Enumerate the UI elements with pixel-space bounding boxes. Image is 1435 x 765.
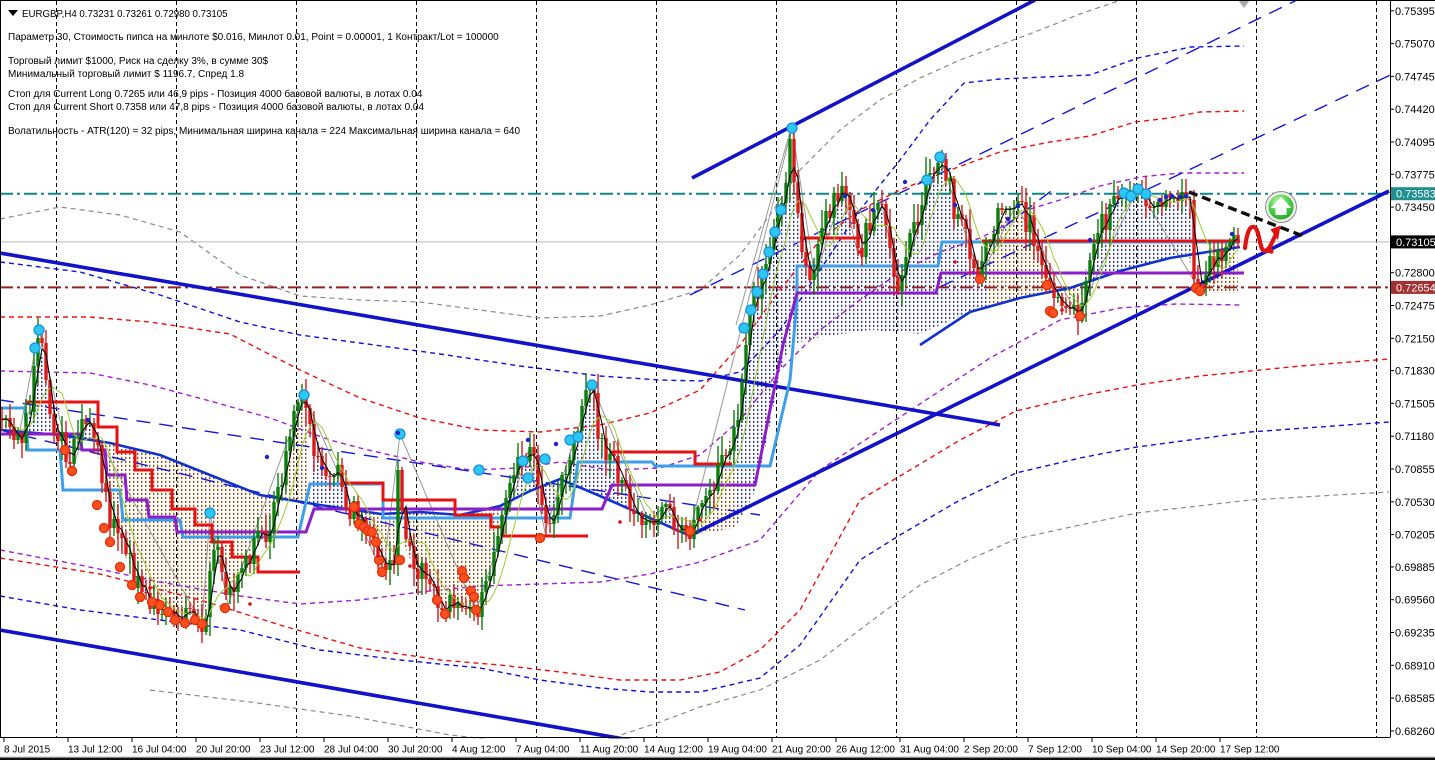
svg-text:28 Jul 04:00: 28 Jul 04:00: [324, 745, 379, 756]
svg-text:0.68910: 0.68910: [1395, 660, 1435, 672]
svg-text:Волатильность - ATR(120) = 32: Волатильность - ATR(120) = 32 pips, Мини…: [8, 126, 520, 137]
svg-text:0.73775: 0.73775: [1395, 169, 1435, 181]
svg-text:11 Aug 20:00: 11 Aug 20:00: [580, 745, 639, 756]
svg-text:0.75070: 0.75070: [1395, 39, 1435, 51]
svg-text:16 Jul 04:00: 16 Jul 04:00: [132, 745, 187, 756]
svg-text:0.71180: 0.71180: [1395, 431, 1434, 443]
svg-text:0.71505: 0.71505: [1395, 398, 1435, 410]
svg-text:EURGBP,H4 0.73231 0.73261 0.7: EURGBP,H4 0.73231 0.73261 0.72980 0.7310…: [22, 9, 228, 20]
svg-text:0.74745: 0.74745: [1395, 71, 1435, 83]
svg-text:0.68585: 0.68585: [1395, 693, 1435, 705]
svg-text:0.70855: 0.70855: [1395, 464, 1435, 476]
svg-text:0.73450: 0.73450: [1395, 202, 1435, 214]
svg-text:Стоп для Current Short 0.7358: Стоп для Current Short 0.7358 или 47,8 p…: [8, 101, 424, 113]
svg-text:0.72654: 0.72654: [1396, 282, 1435, 294]
svg-text:0.73105: 0.73105: [1396, 237, 1435, 249]
svg-text:0.69560: 0.69560: [1395, 595, 1435, 607]
svg-text:14 Sep 20:00: 14 Sep 20:00: [1156, 745, 1216, 756]
svg-text:0.74420: 0.74420: [1395, 104, 1435, 116]
svg-text:0.74095: 0.74095: [1395, 137, 1435, 149]
svg-text:0.72475: 0.72475: [1395, 301, 1435, 313]
svg-text:20 Jul 20:00: 20 Jul 20:00: [196, 745, 251, 756]
svg-text:Торговый лимит $1000, Риск на: Торговый лимит $1000, Риск на сделку 3%,…: [8, 56, 269, 67]
svg-text:26 Aug 12:00: 26 Aug 12:00: [836, 745, 895, 756]
svg-text:0.69235: 0.69235: [1395, 628, 1435, 640]
svg-text:0.70530: 0.70530: [1395, 497, 1435, 509]
svg-text:10 Sep 04:00: 10 Sep 04:00: [1092, 745, 1152, 756]
svg-text:0.75395: 0.75395: [1395, 6, 1435, 18]
svg-text:0.72800: 0.72800: [1395, 268, 1435, 280]
svg-text:0.68260: 0.68260: [1395, 726, 1435, 738]
svg-text:21 Aug 20:00: 21 Aug 20:00: [772, 745, 831, 756]
svg-text:0.69885: 0.69885: [1395, 562, 1435, 574]
svg-text:7 Aug 04:00: 7 Aug 04:00: [516, 745, 570, 756]
svg-text:0.70205: 0.70205: [1395, 530, 1435, 542]
svg-text:31 Aug 04:00: 31 Aug 04:00: [900, 745, 959, 756]
svg-text:Параметр 30, Стоимость пипса: Параметр 30, Стоимость пипса на минлоте …: [8, 32, 499, 43]
svg-text:0.71830: 0.71830: [1395, 366, 1435, 378]
svg-text:0.73583: 0.73583: [1396, 189, 1435, 201]
svg-text:4 Aug 12:00: 4 Aug 12:00: [452, 745, 506, 756]
svg-text:7 Sep 12:00: 7 Sep 12:00: [1028, 745, 1082, 756]
svg-text:Стоп для Current Long 0.7265: Стоп для Current Long 0.7265 или 46,9 pi…: [8, 88, 423, 100]
svg-text:0.72150: 0.72150: [1395, 333, 1435, 345]
svg-text:17 Sep 12:00: 17 Sep 12:00: [1220, 745, 1280, 756]
svg-text:2 Sep 20:00: 2 Sep 20:00: [964, 745, 1018, 756]
svg-text:13 Jul 12:00: 13 Jul 12:00: [68, 745, 123, 756]
svg-text:30 Jul 20:00: 30 Jul 20:00: [388, 745, 443, 756]
svg-text:8 Jul 2015: 8 Jul 2015: [4, 745, 51, 756]
svg-text:14 Aug 12:00: 14 Aug 12:00: [644, 745, 703, 756]
svg-text:Минимальный торговый лимит $: Минимальный торговый лимит $ 1196.7, Спр…: [8, 69, 244, 80]
svg-text:19 Aug 04:00: 19 Aug 04:00: [708, 745, 767, 756]
svg-text:23 Jul 12:00: 23 Jul 12:00: [260, 745, 315, 756]
